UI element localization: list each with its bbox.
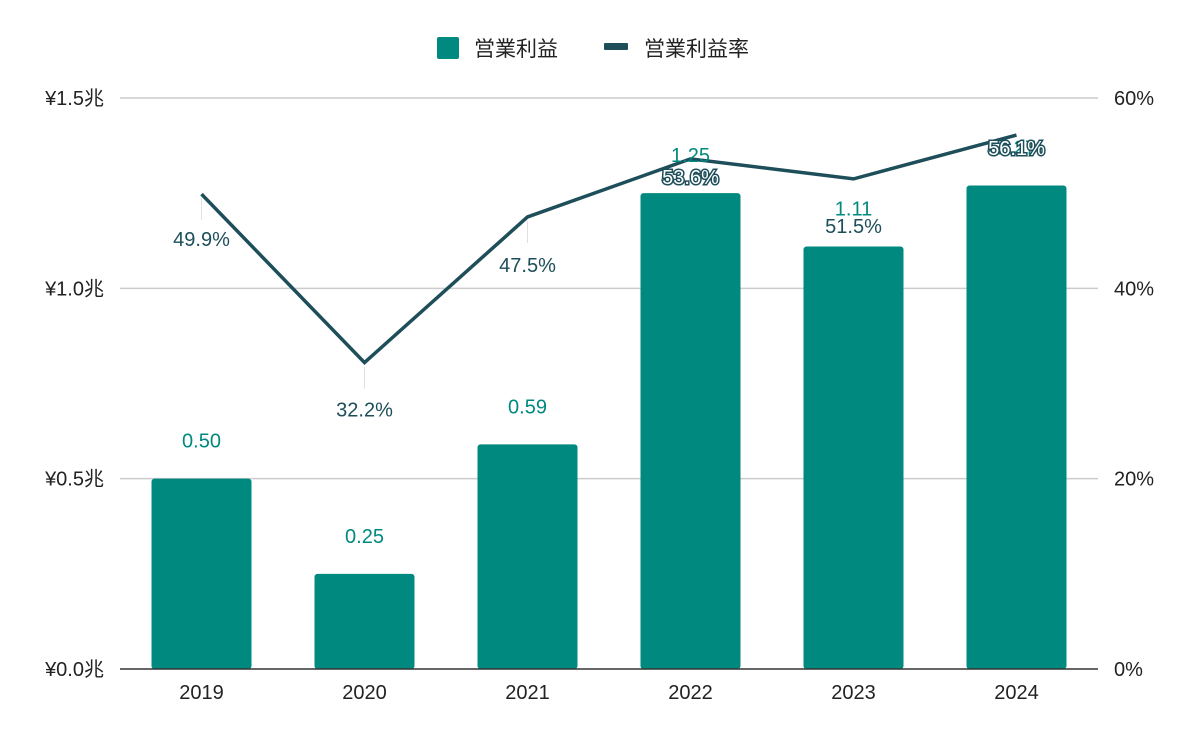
x-tick-label: 2020 — [342, 682, 387, 704]
bar-series — [151, 185, 1067, 669]
line-data-labels: 49.9% 32.2% 47.5% 53.6% 51.5% 56.1% — [173, 137, 1046, 422]
legend-swatch-line — [604, 43, 628, 50]
line-path — [200, 133, 1017, 365]
bar-data-label: 1.27 — [997, 138, 1036, 160]
left-tick-label: ¥0.0兆 — [44, 658, 104, 681]
bar-data-label: 0.25 — [345, 526, 384, 548]
gridlines — [120, 97, 1098, 480]
left-tick-label: ¥0.5兆 — [44, 468, 104, 491]
left-tick-label: ¥1.5兆 — [44, 87, 104, 110]
x-tick-label: 2023 — [831, 682, 876, 704]
bar — [151, 478, 252, 669]
bar-data-label: 1.25 — [671, 145, 710, 167]
left-tick-label: ¥1.0兆 — [44, 277, 104, 300]
right-tick-label: 40% — [1114, 278, 1154, 300]
left-axis: ¥0.0兆 ¥0.5兆 ¥1.0兆 ¥1.5兆 — [44, 87, 104, 681]
bar-data-labels: 0.50 0.25 0.59 1.25 1.11 1.27 — [182, 138, 1036, 548]
x-tick-label: 2024 — [994, 682, 1039, 704]
x-axis: 2019 2020 2021 2022 2023 2024 — [120, 668, 1098, 704]
right-axis: 0% 20% 40% 60% — [1114, 88, 1154, 681]
bar-data-label: 1.11 — [835, 198, 872, 220]
bar — [314, 573, 415, 669]
x-tick-label: 2019 — [179, 682, 224, 704]
right-tick-label: 0% — [1114, 659, 1143, 681]
bar — [477, 444, 578, 669]
legend-label-line: 営業利益率 — [644, 38, 749, 61]
x-tick-label: 2022 — [668, 682, 713, 704]
x-tick-label: 2021 — [505, 682, 550, 704]
legend-swatch-bar — [437, 37, 459, 59]
right-tick-label: 20% — [1114, 469, 1154, 491]
line-data-label: 51.5% — [825, 216, 882, 238]
line-data-label: 53.6% — [662, 167, 719, 189]
line-data-label: 49.9% — [173, 229, 230, 251]
bar-data-label: 0.59 — [508, 396, 547, 418]
bar — [640, 193, 741, 669]
line-data-label: 32.2% — [336, 400, 393, 422]
legend-label-bar: 営業利益 — [474, 38, 558, 61]
bar-data-label: 0.50 — [182, 431, 221, 453]
bar — [803, 246, 904, 669]
line-series — [200, 133, 1017, 389]
legend: 営業利益 営業利益率 — [437, 37, 749, 61]
bar — [966, 185, 1067, 669]
line-data-label: 47.5% — [499, 255, 556, 277]
line-data-label: 56.1% — [988, 138, 1045, 160]
right-tick-label: 60% — [1114, 88, 1154, 110]
